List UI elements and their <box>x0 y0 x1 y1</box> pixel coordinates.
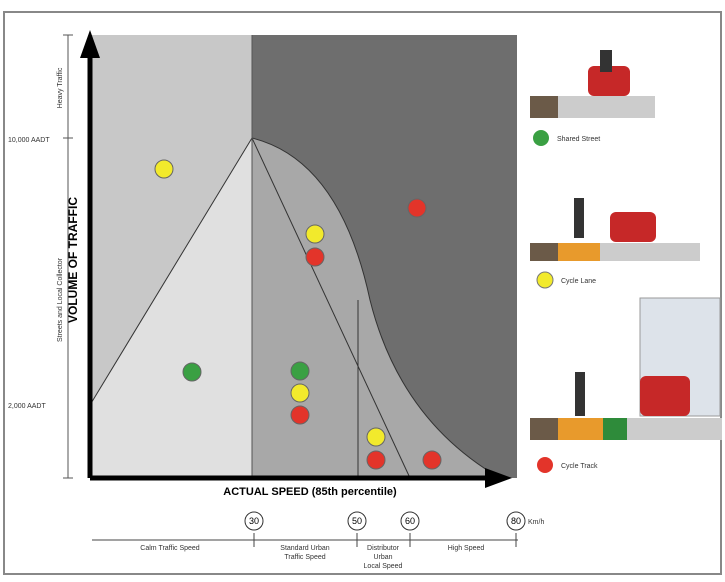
speed-label: 60 <box>405 516 415 526</box>
unit: Km/h <box>528 519 544 526</box>
legend-dot <box>533 130 549 146</box>
y-arrow <box>80 30 100 58</box>
y-title: VOLUME OF TRAFFIC <box>66 197 80 323</box>
cycle-track <box>558 418 603 440</box>
boundary-curve <box>251 137 501 479</box>
dot <box>422 450 442 470</box>
speed-marker <box>244 511 264 531</box>
boundary-line <box>251 137 411 479</box>
range-label: Calm Traffic Speed <box>140 545 200 552</box>
level-label: 2,000 AADT <box>8 403 46 410</box>
speed-label: 30 <box>249 516 259 526</box>
car <box>610 212 656 242</box>
dot <box>154 159 174 179</box>
dot <box>366 427 386 447</box>
level-label: 10,000 AADT <box>8 137 50 144</box>
cyclist <box>600 50 612 72</box>
speed-label: 80 <box>511 516 521 526</box>
medium-zone <box>252 138 500 478</box>
dot <box>290 405 310 425</box>
kerb <box>530 243 558 261</box>
dots <box>154 159 442 470</box>
speed-label: 50 <box>352 516 362 526</box>
band-label: Streets and Local Collector <box>57 257 64 342</box>
dot <box>305 224 325 244</box>
range-label: High Speed <box>448 545 485 552</box>
range-label: Local Speed <box>364 563 403 570</box>
x-title: ACTUAL SPEED (85th percentile) <box>223 486 397 498</box>
speed-marker <box>400 511 420 531</box>
range-label: Urban <box>373 554 392 561</box>
dot <box>305 247 325 267</box>
legend-label: Shared Street <box>557 136 600 143</box>
separator <box>603 418 627 440</box>
legend-label: Cycle Lane <box>561 278 596 285</box>
legend-dot <box>536 271 554 289</box>
road <box>530 96 655 118</box>
dot <box>290 383 310 403</box>
kerb <box>530 96 558 118</box>
speed-marker <box>506 511 526 531</box>
cycle-lane <box>558 243 600 261</box>
x-arrow <box>485 468 512 488</box>
cyclist <box>574 198 584 238</box>
boundary-line <box>89 137 253 406</box>
range-label: Traffic Speed <box>284 554 325 561</box>
range-label: Standard Urban <box>280 545 330 552</box>
car <box>588 66 630 96</box>
street-illustrations: Shared Street Cycle Lane Cycle Track <box>530 50 722 473</box>
speed-marker <box>347 511 367 531</box>
light-zone <box>90 138 252 478</box>
band-label: Heavy Traffic <box>57 67 64 108</box>
dot <box>182 362 202 382</box>
speed-scale: 30 50 60 80 Calm Traffic Speed Standard Urban… <box>140 511 526 570</box>
range-label: Distributor <box>367 545 400 552</box>
legend-dot <box>537 457 553 473</box>
kerb <box>530 418 558 440</box>
dot <box>290 361 310 381</box>
legend-label: Cycle Track <box>561 463 598 470</box>
cyclist <box>575 372 585 416</box>
dot <box>366 450 386 470</box>
dot <box>407 198 427 218</box>
car <box>640 376 690 416</box>
